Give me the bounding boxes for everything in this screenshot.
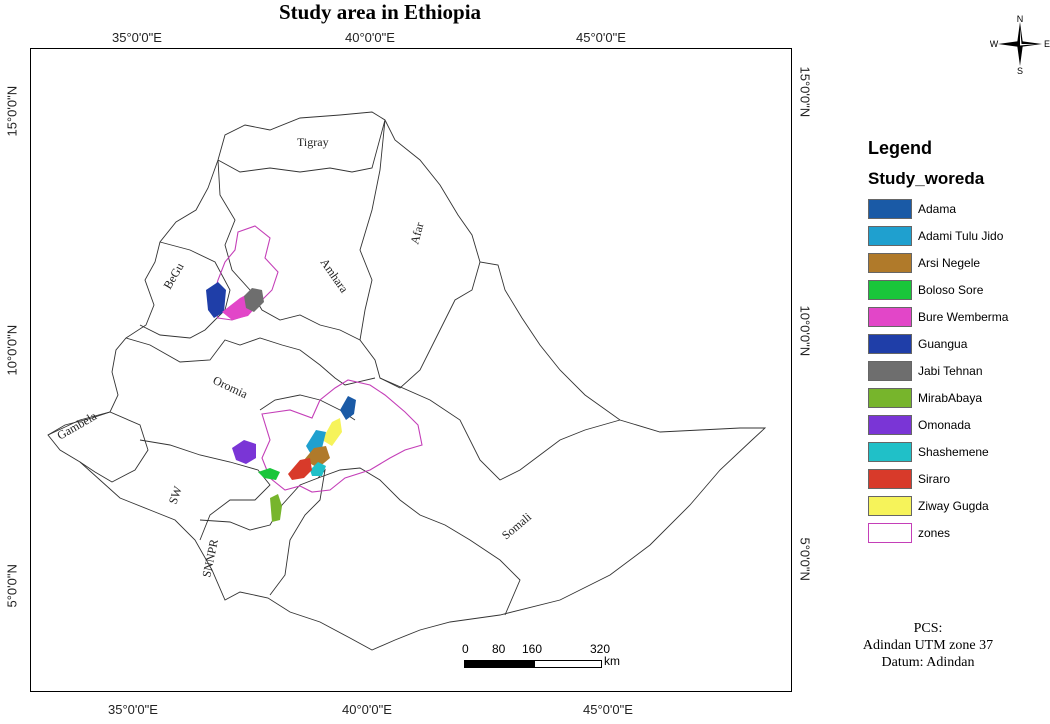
- legend-label: Guangua: [918, 336, 968, 351]
- woreda-siraro: [288, 458, 312, 480]
- legend-label: Bure Wemberma: [918, 309, 1009, 324]
- compass-n: N: [1017, 14, 1024, 24]
- legend-item: Guangua: [868, 330, 1048, 357]
- zone-central-study: [261, 379, 423, 493]
- woreda-ziway-gugda: [322, 418, 342, 446]
- woreda-jabi-tehnan: [244, 288, 264, 312]
- legend-swatch: [868, 387, 912, 408]
- tick-bottom-35e: 35°0'0"E: [108, 702, 158, 717]
- legend-subtitle: Study_woreda: [868, 169, 985, 188]
- legend: Legend Study_woreda Adama Adami Tulu Jido…: [868, 138, 1048, 546]
- legend-item: Siraro: [868, 465, 1048, 492]
- legend-item: Omonada: [868, 411, 1048, 438]
- legend-item: MirabAbaya: [868, 384, 1048, 411]
- scale-label-80: 80: [492, 642, 506, 656]
- region-label-afar: Afar: [407, 221, 426, 246]
- legend-item: Shashemene: [868, 438, 1048, 465]
- north-arrow: N S E W: [990, 14, 1050, 76]
- legend-label: Omonada: [918, 417, 971, 432]
- border-tigray: [217, 119, 386, 173]
- region-label-somali: Somali: [499, 509, 535, 542]
- legend-swatch: [868, 414, 912, 435]
- country-outline: [47, 111, 767, 651]
- legend-item: Bure Wemberma: [868, 303, 1048, 330]
- woreda-mirababaya: [270, 494, 282, 522]
- border-afar: [359, 119, 481, 389]
- legend-title: Legend: [868, 138, 933, 158]
- legend-swatch: [868, 360, 912, 381]
- legend-swatch: [868, 441, 912, 462]
- woreda-adami-tulu-jido: [306, 430, 326, 456]
- compass-rose-icon: N S E W: [990, 14, 1050, 76]
- legend-swatch: [868, 198, 912, 219]
- tick-bottom-40e: 40°0'0"E: [342, 702, 392, 717]
- legend-label: Boloso Sore: [918, 282, 984, 297]
- legend-items: Adama Adami Tulu Jido Arsi Negele Boloso So…: [868, 195, 1048, 546]
- tick-bottom-45e: 45°0'0"E: [583, 702, 633, 717]
- projection-info: PCS: Adindan UTM zone 37 Datum: Adindan: [828, 620, 1028, 671]
- projection-line-3: Datum: Adindan: [881, 655, 975, 670]
- legend-swatch: [868, 252, 912, 273]
- border-somali-west: [317, 467, 521, 616]
- legend-label: MirabAbaya: [918, 390, 983, 405]
- scale-label-160: 160: [522, 642, 543, 656]
- map-title: Study area in Ethiopia: [278, 0, 482, 24]
- region-label-oromia: Oromia: [211, 373, 251, 401]
- legend-label: Adami Tulu Jido: [918, 228, 1004, 243]
- legend-item: Boloso Sore: [868, 276, 1048, 303]
- compass-s: S: [1017, 66, 1023, 74]
- woreda-boloso-sore: [258, 468, 280, 480]
- legend-item: Adama: [868, 195, 1048, 222]
- map-frame: [30, 48, 792, 692]
- woreda-shashemene: [310, 462, 326, 476]
- scale-label-0: 0: [462, 642, 469, 656]
- legend-item: Adami Tulu Jido: [868, 222, 1048, 249]
- legend-item: Jabi Tehnan: [868, 357, 1048, 384]
- legend-label: zones: [918, 525, 951, 540]
- woreda-adama: [340, 396, 356, 420]
- legend-swatch: [868, 333, 912, 354]
- projection-line-1: PCS:: [913, 621, 943, 636]
- scale-bar: 0 80 160 320 km: [462, 642, 632, 682]
- region-label-amhara: Amhara: [318, 256, 352, 296]
- legend-label: Arsi Negele: [918, 255, 981, 270]
- legend-label: Shashemene: [918, 444, 989, 459]
- compass-e: E: [1044, 39, 1050, 49]
- legend-swatch: [868, 522, 912, 543]
- scale-segment-white: [534, 660, 602, 668]
- legend-swatch: [868, 279, 912, 300]
- region-label-begu: BeGu: [160, 260, 186, 291]
- border-somali: [379, 377, 621, 481]
- legend-swatch: [868, 468, 912, 489]
- scale-segment-black: [464, 660, 534, 668]
- legend-item: zones: [868, 519, 1048, 546]
- tick-top-45e: 45°0'0"E: [576, 30, 626, 45]
- legend-label: Siraro: [918, 471, 951, 486]
- legend-item: Arsi Negele: [868, 249, 1048, 276]
- woreda-omonada: [232, 440, 256, 464]
- woreda-guangua: [206, 282, 226, 318]
- projection-line-2: Adindan UTM zone 37: [862, 638, 994, 653]
- tick-top-40e: 40°0'0"E: [345, 30, 395, 45]
- legend-label: Jabi Tehnan: [918, 363, 983, 378]
- legend-label: Adama: [918, 201, 957, 216]
- tick-top-35e: 35°0'0"E: [112, 30, 162, 45]
- scale-unit: km: [604, 654, 620, 668]
- region-label-gambela: Gambela: [55, 408, 100, 442]
- legend-swatch: [868, 225, 912, 246]
- legend-item: Ziway Gugda: [868, 492, 1048, 519]
- legend-swatch: [868, 495, 912, 516]
- region-label-snnpr: SNNPR: [199, 538, 221, 579]
- scale-label-320: 320: [590, 642, 611, 656]
- legend-label: Ziway Gugda: [918, 498, 989, 513]
- region-label-sw: SW: [166, 484, 186, 506]
- legend-swatch: [868, 306, 912, 327]
- compass-w: W: [990, 39, 999, 49]
- border-gambela: [47, 411, 149, 483]
- border-oromia-north: [125, 337, 376, 386]
- region-label-tigray: Tigray: [297, 135, 329, 149]
